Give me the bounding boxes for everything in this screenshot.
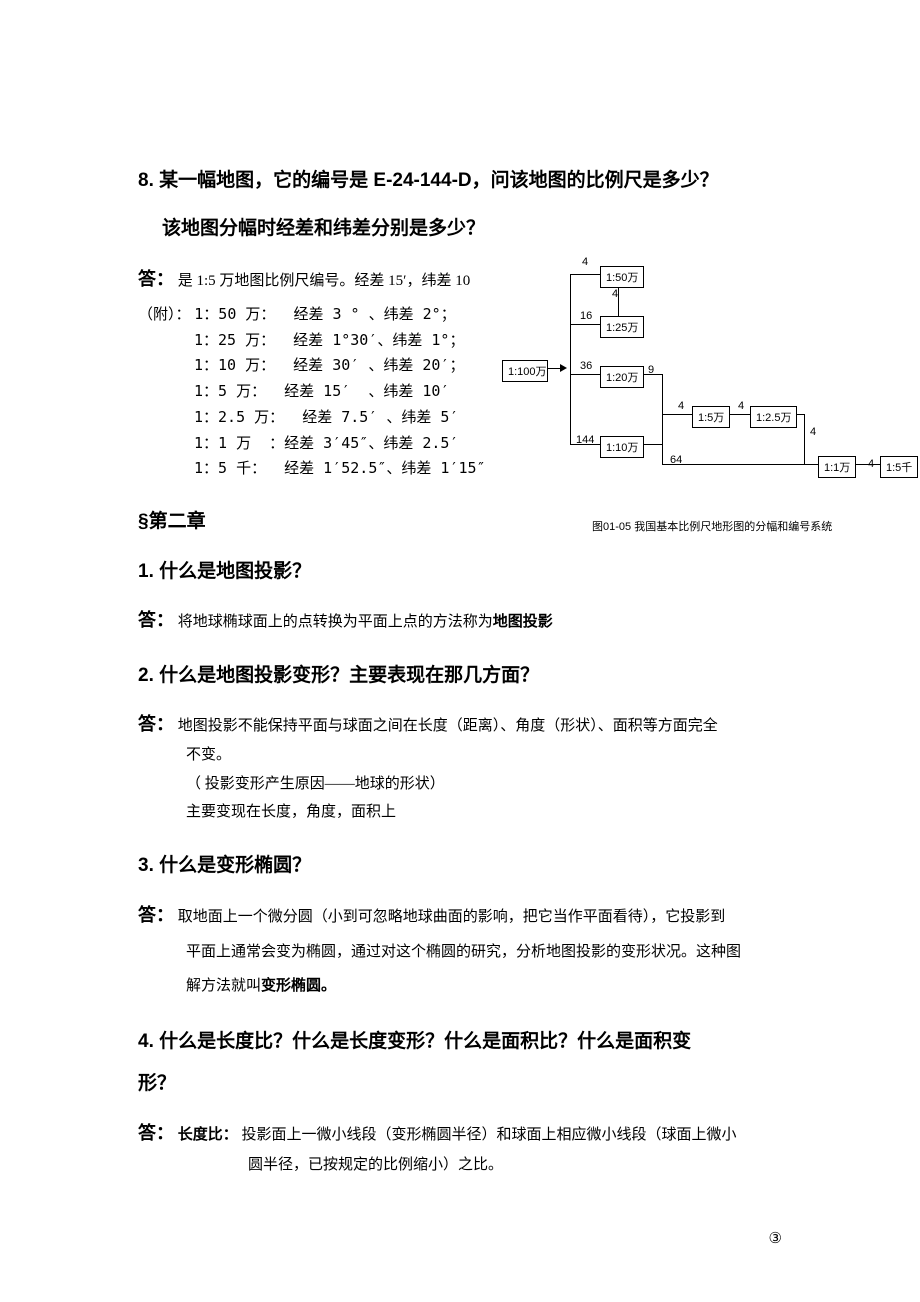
page: 8. 某一幅地图，它的编号是 E-24-144-D，问该地图的比例尺是多少？ 该… <box>0 0 920 1302</box>
diagram-caption: 图01-05 我国基本比例尺地形图的分幅和编号系统 <box>592 518 832 534</box>
ch2-q3-answer: 答： 取地面上一个微分圆（小到可忽略地球曲面的影响，把它当作平面看待），它投影到… <box>138 896 782 1003</box>
ch2-q3-l3: 解方法就叫变形椭圆。 <box>138 969 782 1003</box>
diagram-vline <box>618 284 619 316</box>
ch2-q3-l2: 平面上通常会变为椭圆，通过对这个椭圆的研究，分析地图投影的变形状况。这种图 <box>138 936 782 969</box>
diagram-edge-label: 64 <box>670 454 682 466</box>
ch2-q1-bold: 地图投影 <box>493 613 553 630</box>
ch2-q1-answer: 答： 将地球椭球面上的点转换为平面上点的方法称为地图投影 <box>138 603 782 637</box>
scale-diagram: 1:100万 1:50万 1:25万 1:20万 1:10万 1:5万 1:2.5万 1:1万… <box>502 248 912 528</box>
diagram-edge-label: 4 <box>738 400 744 412</box>
diagram-edge-label: 4 <box>582 256 588 268</box>
diagram-node: 1:1万 <box>818 456 856 478</box>
ch2-q4-l2: 圆半径，已按规定的比例缩小）之比。 <box>138 1151 782 1180</box>
diagram-node: 1:100万 <box>502 360 548 382</box>
ch2-q4-title2: 形？ <box>138 1063 782 1105</box>
diagram-node: 1:10万 <box>600 436 644 458</box>
diagram-hline <box>728 414 750 415</box>
diagram-vline <box>570 274 571 444</box>
diagram-edge-label: 144 <box>576 434 594 446</box>
diagram-edge-label: 36 <box>580 360 592 372</box>
q8-row-0: 1：50 万： 经差 3 ° 、纬差 2°； <box>194 305 455 323</box>
ch2-q4-answer: 答： 长度比： 投影面上一微小线段（变形椭圆半径）和球面上相应微小线段（球面上微… <box>138 1116 782 1179</box>
ch2-q4-bold1: 长度比： <box>178 1126 238 1143</box>
ch2-q3-l1: 取地面上一个微分圆（小到可忽略地球曲面的影响，把它当作平面看待），它投影到 <box>178 909 726 925</box>
ch2-q2-ans-label: 答： <box>138 714 174 734</box>
diagram-vline <box>804 414 805 464</box>
diagram-node: 1:5千 <box>880 456 918 478</box>
diagram-hline <box>570 324 600 325</box>
ch2-q3-title: 3. 什么是变形椭圆？ <box>138 845 782 887</box>
ch2-q2-l1: 地图投影不能保持平面与球面之间在长度（距离）、角度（形状）、面积等方面完全 <box>178 718 718 734</box>
ch2-q2-title: 2. 什么是地图投影变形？主要表现在那几方面？ <box>138 655 782 697</box>
diagram-hline <box>570 274 600 275</box>
diagram-node: 1:20万 <box>600 366 644 388</box>
diagram-edge-label: 4 <box>612 288 618 300</box>
ch2-q1-title: 1. 什么是地图投影？ <box>138 551 782 593</box>
diagram-hline <box>804 464 818 465</box>
q8-row-3: 1：5 万： 经差 15′ 、纬差 10′ <box>138 382 449 400</box>
diagram-hline <box>662 464 804 465</box>
q8-row-5: 1：1 万 ：经差 3′45″、纬差 2.5′ <box>138 434 459 452</box>
ch2-q4-title: 4. 什么是长度比？什么是长度变形？什么是面积比？什么是面积变 <box>138 1021 782 1063</box>
ch2-q2-l2: 不变。 <box>138 741 782 770</box>
q8-row-4: 1：2.5 万： 经差 7.5′ 、纬差 5′ <box>138 408 459 426</box>
ch2-q2-l3: （ 投影变形产生原因——地球的形状） <box>138 770 782 799</box>
arrow-right-icon <box>560 364 567 372</box>
diagram-node: 1:50万 <box>600 266 644 288</box>
ch2-q4-l1: 投影面上一微小线段（变形椭圆半径）和球面上相应微小线段（球面上微小 <box>242 1127 737 1143</box>
diagram-vline <box>662 374 663 464</box>
ch2-q1-text: 将地球椭球面上的点转换为平面上点的方法称为 <box>178 614 493 630</box>
diagram-node: 1:25万 <box>600 316 644 338</box>
q8-row-2: 1：10 万： 经差 30′ 、纬差 20′； <box>138 356 464 374</box>
ch2-q1-ans-label: 答： <box>138 610 174 630</box>
q8-appendix-label: （附）： <box>138 307 191 323</box>
diagram-hline <box>642 444 662 445</box>
diagram-node: 1:2.5万 <box>750 406 797 428</box>
ch2-q2-l4: 主要变现在长度，角度，面积上 <box>138 798 782 827</box>
diagram-hline <box>662 414 692 415</box>
diagram-node: 1:5万 <box>692 406 730 428</box>
diagram-edge-label: 4 <box>868 458 874 470</box>
page-number: ③ <box>769 1229 782 1248</box>
q8-title-line1: 8. 某一幅地图，它的编号是 E-24-144-D，问该地图的比例尺是多少？ <box>138 160 782 202</box>
diagram-edge-label: 4 <box>810 426 816 438</box>
diagram-edge-label: 16 <box>580 310 592 322</box>
diagram-hline <box>570 374 600 375</box>
ch2-q3-ans-label: 答： <box>138 905 174 925</box>
q8-row-1: 1：25 万： 经差 1°30′、纬差 1°； <box>138 331 464 349</box>
q8-ans-label: 答： <box>138 269 174 289</box>
q8-title-line2: 该地图分幅时经差和纬差分别是多少？ <box>138 208 782 250</box>
q8-ans-text: 是 1:5 万地图比例尺编号。经差 15′，纬差 10 <box>178 273 470 289</box>
ch2-q2-answer: 答： 地图投影不能保持平面与球面之间在长度（距离）、角度（形状）、面积等方面完全… <box>138 707 782 827</box>
q8-row-6: 1：5 千： 经差 1′52.5″、纬差 1′15″ <box>138 459 486 477</box>
diagram-edge-label: 4 <box>678 400 684 412</box>
ch2-q4-ans-label: 答： <box>138 1123 174 1143</box>
diagram-edge-label: 9 <box>648 364 654 376</box>
diagram-hline <box>854 464 880 465</box>
